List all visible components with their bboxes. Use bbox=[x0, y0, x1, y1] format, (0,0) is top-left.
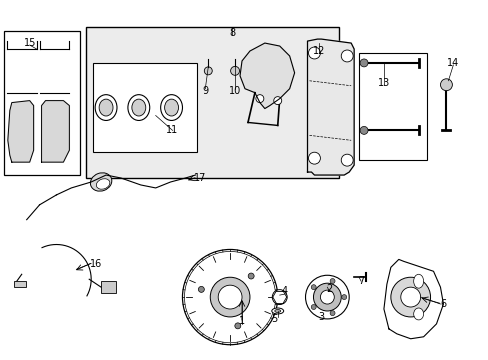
Circle shape bbox=[234, 323, 240, 329]
Ellipse shape bbox=[413, 274, 423, 288]
Circle shape bbox=[390, 277, 429, 317]
Circle shape bbox=[329, 311, 334, 316]
Bar bbox=[14, 281, 26, 287]
Text: 10: 10 bbox=[228, 86, 241, 96]
Circle shape bbox=[218, 285, 242, 309]
Text: 1: 1 bbox=[239, 316, 244, 326]
Circle shape bbox=[359, 126, 367, 134]
Ellipse shape bbox=[161, 95, 182, 121]
Ellipse shape bbox=[274, 310, 280, 312]
Circle shape bbox=[320, 290, 334, 304]
Circle shape bbox=[359, 59, 367, 67]
Circle shape bbox=[308, 47, 320, 59]
Bar bbox=[93, 63, 197, 152]
Text: 15: 15 bbox=[23, 38, 36, 48]
Text: 14: 14 bbox=[447, 58, 459, 68]
Circle shape bbox=[230, 66, 239, 75]
Text: 3: 3 bbox=[318, 312, 324, 322]
Text: 8: 8 bbox=[228, 28, 235, 38]
Circle shape bbox=[400, 287, 420, 307]
Circle shape bbox=[341, 50, 352, 62]
Text: 2: 2 bbox=[325, 284, 332, 294]
Circle shape bbox=[310, 285, 316, 290]
Polygon shape bbox=[41, 100, 69, 162]
Ellipse shape bbox=[99, 99, 113, 116]
Circle shape bbox=[440, 79, 451, 91]
Ellipse shape bbox=[90, 173, 112, 191]
Text: 17: 17 bbox=[194, 173, 206, 183]
Bar bbox=[101, 281, 116, 293]
Ellipse shape bbox=[132, 99, 145, 116]
Bar bbox=[358, 53, 426, 160]
Bar bbox=[86, 27, 339, 178]
Ellipse shape bbox=[128, 95, 149, 121]
Ellipse shape bbox=[413, 308, 423, 320]
Circle shape bbox=[210, 277, 249, 317]
Ellipse shape bbox=[164, 99, 178, 116]
Circle shape bbox=[341, 154, 352, 166]
Ellipse shape bbox=[95, 95, 117, 121]
Polygon shape bbox=[307, 39, 353, 175]
Ellipse shape bbox=[96, 179, 110, 189]
Circle shape bbox=[308, 152, 320, 164]
Ellipse shape bbox=[271, 308, 283, 314]
Circle shape bbox=[204, 67, 212, 75]
Circle shape bbox=[255, 95, 264, 103]
Circle shape bbox=[198, 287, 204, 292]
Circle shape bbox=[310, 305, 316, 310]
Circle shape bbox=[313, 283, 341, 311]
Text: 7: 7 bbox=[357, 276, 364, 286]
Polygon shape bbox=[240, 43, 294, 109]
Text: 5: 5 bbox=[271, 314, 277, 324]
Text: 9: 9 bbox=[202, 86, 208, 96]
Text: 16: 16 bbox=[90, 259, 102, 269]
Circle shape bbox=[329, 279, 334, 284]
Polygon shape bbox=[8, 100, 34, 162]
Text: 12: 12 bbox=[313, 46, 325, 56]
Circle shape bbox=[248, 273, 254, 279]
Circle shape bbox=[272, 290, 286, 305]
Circle shape bbox=[305, 275, 348, 319]
Text: 4: 4 bbox=[281, 286, 287, 296]
Text: 13: 13 bbox=[377, 78, 389, 88]
Circle shape bbox=[341, 294, 346, 300]
Circle shape bbox=[273, 96, 281, 105]
Circle shape bbox=[182, 249, 277, 345]
Text: 6: 6 bbox=[440, 299, 446, 309]
Text: 11: 11 bbox=[166, 125, 178, 135]
Bar bbox=[4, 31, 80, 175]
